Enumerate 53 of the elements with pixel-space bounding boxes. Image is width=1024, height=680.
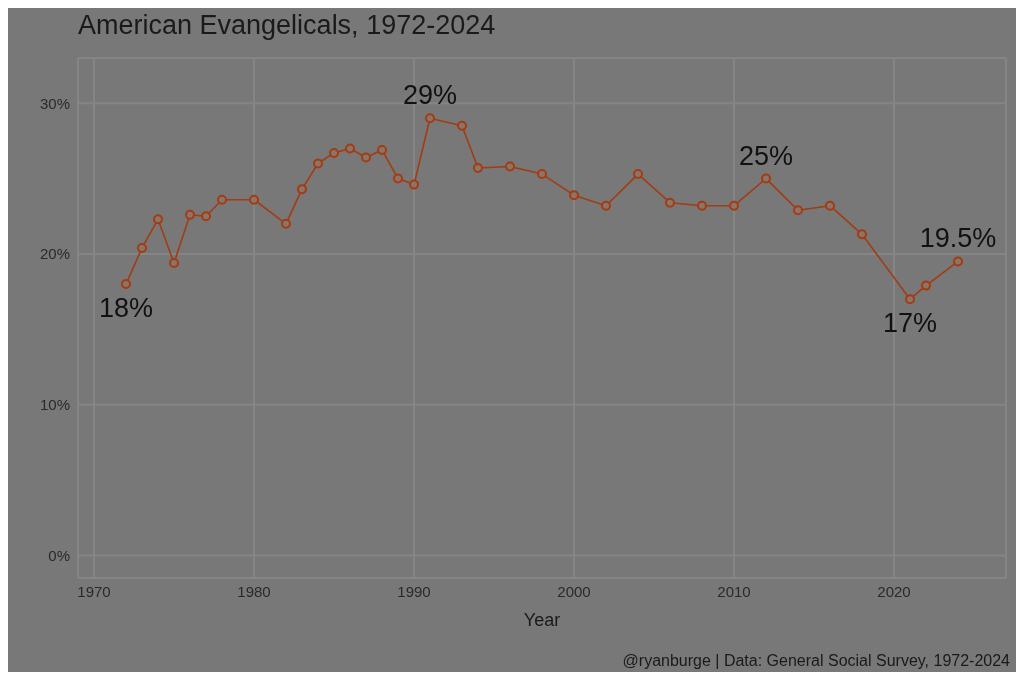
point: [857, 229, 867, 240]
point: [137, 242, 147, 253]
point: [761, 173, 771, 184]
point: [313, 158, 323, 169]
point: [569, 190, 579, 201]
point: [361, 152, 371, 163]
point: [153, 214, 163, 225]
point: [217, 194, 227, 205]
x-tick-label: 1980: [237, 582, 271, 600]
y-tick-label: 30%: [39, 94, 70, 112]
x-tick-label: 2010: [717, 582, 751, 600]
point: [185, 209, 195, 220]
y-tick-label: 10%: [39, 395, 70, 413]
point: [393, 173, 403, 184]
annotation: 18%: [98, 293, 154, 324]
x-axis-title: Year: [523, 610, 561, 630]
point: [425, 113, 435, 124]
point: [121, 279, 131, 290]
point: [729, 200, 739, 211]
point: [329, 147, 339, 158]
point: [697, 200, 707, 211]
point: [249, 194, 259, 205]
point: [633, 169, 643, 180]
point: [281, 218, 291, 229]
x-tick-label: 2020: [877, 582, 911, 600]
annotation: 19.5%: [919, 223, 997, 254]
x-tick-label: 1990: [397, 582, 431, 600]
annotation: 17%: [882, 308, 938, 339]
point: [793, 205, 803, 216]
point: [505, 161, 515, 172]
point: [665, 197, 675, 208]
y-tick-label: 20%: [39, 245, 70, 263]
point: [169, 257, 179, 268]
point: [409, 179, 419, 190]
point: [953, 256, 963, 267]
point: [201, 211, 211, 222]
point: [457, 120, 467, 131]
point: [345, 143, 355, 154]
point: [377, 144, 387, 155]
y-tick-label: 0%: [48, 546, 70, 564]
point: [601, 200, 611, 211]
text: @ryanburge | Data: General Social Survey, 1972-2024: [622, 652, 1010, 670]
x-tick-label: 2000: [557, 582, 591, 600]
chart-title: American Evangelicals, 1972-2024: [78, 10, 496, 41]
point: [473, 163, 483, 174]
annotation: 29%: [402, 80, 458, 111]
x-tick-label: 1970: [77, 582, 111, 600]
point: [905, 294, 915, 305]
point: [537, 169, 547, 180]
point: [297, 184, 307, 195]
annotation: 25%: [738, 140, 794, 171]
point: [921, 280, 931, 291]
point: [825, 200, 835, 211]
